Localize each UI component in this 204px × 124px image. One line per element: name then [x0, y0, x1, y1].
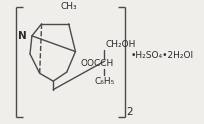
Text: N: N — [18, 31, 27, 41]
Text: CH₂OH: CH₂OH — [105, 40, 135, 49]
Text: CH₃: CH₃ — [60, 1, 77, 11]
Text: •H₂SO₄•2H₂Ol: •H₂SO₄•2H₂Ol — [130, 51, 193, 60]
Text: 2: 2 — [126, 107, 133, 117]
Text: OOCCH: OOCCH — [80, 59, 113, 68]
Text: C₆H₅: C₆H₅ — [94, 77, 114, 86]
